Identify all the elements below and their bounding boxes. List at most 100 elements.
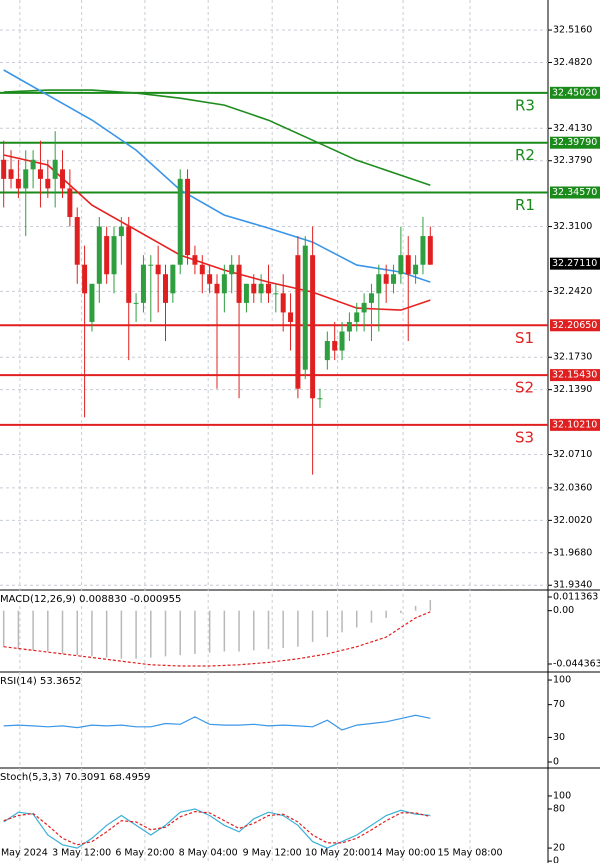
candle-body <box>155 264 161 275</box>
y-tick-label: 30 <box>553 732 565 743</box>
level-name: S2 <box>515 379 534 397</box>
candle-body <box>251 283 257 294</box>
y-tick-label: 100 <box>553 675 571 686</box>
candle-body <box>45 178 51 189</box>
y-tick-label: 80 <box>553 803 565 814</box>
level-tag-label: 32.39790 <box>552 137 597 148</box>
x-tick-label: 15 May 08:00 <box>437 848 502 859</box>
candle-body <box>89 283 95 322</box>
level-name: R3 <box>515 96 535 114</box>
candle-body <box>420 236 426 265</box>
level-tag <box>550 186 600 199</box>
candle-body <box>398 255 404 275</box>
y-tick-label: 32.2420 <box>553 286 592 297</box>
candle-body <box>67 188 73 218</box>
level-tag <box>550 86 600 99</box>
y-tick-label: 31.9340 <box>553 580 592 591</box>
candle-body <box>221 274 227 294</box>
candle-body <box>185 178 191 256</box>
x-tick-label: 6 May 20:00 <box>115 848 174 859</box>
y-tick-label: 70 <box>553 699 565 710</box>
candle-body <box>229 264 235 275</box>
y-tick-label: 0 <box>553 757 559 768</box>
signal-line <box>3 611 431 667</box>
y-tick-label: 32.3790 <box>553 155 592 166</box>
candle-body <box>23 169 29 189</box>
candle-body <box>243 283 249 303</box>
level-tag <box>550 136 600 149</box>
y-tick-label: 32.1730 <box>553 352 592 363</box>
level-name: S3 <box>515 428 534 446</box>
candle-body <box>288 312 294 322</box>
candle-body <box>346 321 352 332</box>
candle-body <box>15 178 21 189</box>
moving-average <box>3 89 431 187</box>
indicator-line <box>3 714 431 731</box>
y-tick-label: 32.3100 <box>553 221 592 232</box>
candle-body <box>192 255 198 265</box>
candle-body <box>60 169 66 189</box>
candle-body <box>339 331 345 351</box>
y-tick-label: -0.044363 <box>553 658 600 669</box>
level-name: R1 <box>515 196 535 214</box>
candle-body <box>391 274 397 284</box>
candle-body <box>8 169 14 179</box>
x-tick-label: 9 May 12:00 <box>243 848 302 859</box>
candle-body <box>133 302 139 304</box>
candle-body <box>1 159 7 179</box>
candle-body <box>104 236 110 275</box>
indicator-title: RSI(14) 53.3652 <box>0 676 81 687</box>
candle-body <box>111 236 117 275</box>
candle-body <box>258 283 264 294</box>
candle-body <box>163 274 169 303</box>
candle-body <box>324 341 330 361</box>
y-tick-label: 32.4820 <box>553 57 592 68</box>
x-tick-label: 14 May 00:00 <box>371 848 436 859</box>
y-tick-label: 32.0710 <box>553 449 592 460</box>
indicator-title: Stoch(5,3,3) 70.3091 68.4959 <box>0 772 151 783</box>
y-tick-label: 32.1390 <box>553 384 592 395</box>
x-tick-label: 10 May 20:00 <box>305 848 370 859</box>
candle-body <box>74 217 80 265</box>
last-price-tag <box>550 257 600 270</box>
y-tick-label: 32.0020 <box>553 515 592 526</box>
y-tick-label: 32.0360 <box>553 482 592 493</box>
candle-body <box>302 245 308 370</box>
candle-body <box>52 159 58 179</box>
level-tag-label: 32.45020 <box>552 87 597 98</box>
last-price-label: 32.27110 <box>552 258 597 269</box>
level-tag <box>550 418 600 431</box>
candle-body <box>295 255 301 389</box>
level-tag-label: 32.10210 <box>552 419 597 430</box>
y-tick-label: 0 <box>553 856 559 863</box>
indicator-line <box>3 810 431 846</box>
candle-body <box>96 226 102 284</box>
candle-body <box>405 255 411 275</box>
candle-body <box>310 255 316 399</box>
y-tick-label: 0.011363 <box>553 592 598 603</box>
candle-body <box>280 293 286 313</box>
candle-body <box>427 236 433 265</box>
candle-body <box>30 159 36 170</box>
candle-body <box>199 264 205 275</box>
y-tick-label: 32.5160 <box>553 25 592 36</box>
candle-body <box>376 274 382 294</box>
y-tick-label: 31.9680 <box>553 547 592 558</box>
candle-body <box>354 312 360 322</box>
indicator-title: MACD(12,26,9) 0.008830 -0.000955 <box>0 594 181 605</box>
candle-body <box>236 264 242 303</box>
candle-body <box>118 226 124 237</box>
candle-body <box>82 264 88 294</box>
level-tag-label: 32.15430 <box>552 370 597 381</box>
level-tag <box>550 319 600 332</box>
candle-body <box>207 274 213 284</box>
candle-body <box>265 283 271 294</box>
candle-body <box>361 302 367 313</box>
level-tag-label: 32.20650 <box>552 320 597 331</box>
y-tick-label: 0.00 <box>553 605 574 616</box>
y-tick-label: 20 <box>553 843 565 854</box>
candle-body <box>214 283 220 294</box>
x-tick-label: 2 May 2024 <box>0 848 48 859</box>
level-tag <box>550 369 600 382</box>
